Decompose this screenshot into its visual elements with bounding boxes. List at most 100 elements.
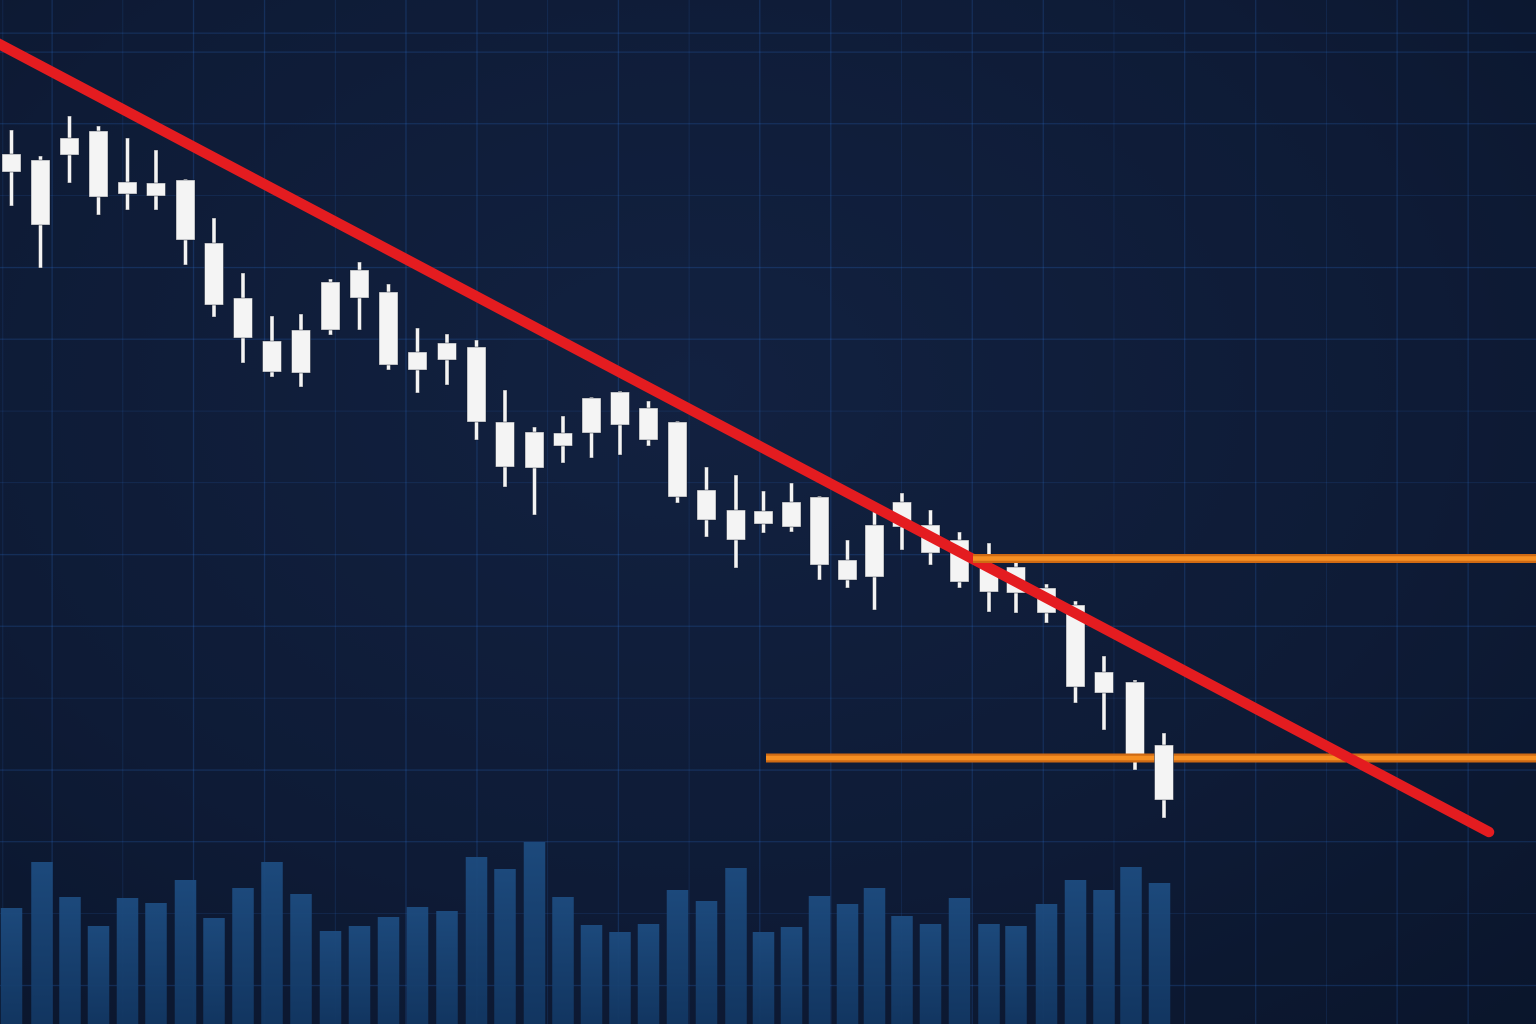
volume-bar [780, 927, 803, 1024]
candle-body [1125, 681, 1145, 758]
volume-bar [145, 903, 167, 1024]
candle-body [320, 281, 341, 331]
candlestick [407, 327, 428, 394]
candle-body [59, 137, 80, 156]
breakdown-candle [1154, 732, 1174, 819]
volume-bar [232, 888, 254, 1024]
volume-bar [863, 888, 886, 1024]
volume-bars [0, 842, 1171, 1024]
candle-body [726, 509, 746, 541]
candlestick [524, 426, 545, 516]
candlestick [753, 490, 774, 534]
candle-body [378, 291, 399, 366]
candle-body [1094, 671, 1114, 694]
volume-bar [836, 904, 859, 1024]
candlestick [495, 389, 515, 488]
candlestick [979, 542, 999, 613]
volume-bar [436, 911, 458, 1024]
candlestick [1065, 600, 1086, 704]
volume-bar [1120, 867, 1142, 1024]
candlestick [1154, 732, 1174, 819]
volume-bar [752, 932, 775, 1024]
candlestick [437, 333, 457, 386]
candlestick [781, 482, 802, 533]
candlestick [117, 137, 138, 211]
volume-bar [406, 907, 429, 1024]
candle-body [466, 346, 487, 423]
candlestick [466, 339, 487, 441]
candlestick [667, 420, 688, 504]
candle-body [146, 182, 166, 197]
candlestick [233, 272, 253, 364]
candlestick [88, 125, 109, 216]
candle-body [581, 397, 602, 434]
volume-bar [666, 890, 689, 1024]
volume-bar [1093, 890, 1115, 1024]
volume-bar [1064, 880, 1087, 1024]
volume-bar [978, 924, 1000, 1024]
candle-body [117, 181, 138, 195]
candlestick [837, 539, 858, 589]
candle-body [696, 489, 717, 521]
candlestick [1125, 679, 1145, 771]
candle-wick [125, 137, 130, 211]
candle-wick [153, 149, 159, 211]
volume-bar [59, 897, 81, 1024]
candle-body [291, 329, 311, 374]
volume-bar [203, 918, 225, 1024]
volume-bar [116, 898, 139, 1024]
candlestick [378, 283, 399, 371]
candlestick [610, 390, 630, 456]
volume-bar [0, 908, 23, 1024]
candle-body [809, 496, 830, 566]
candlestick [553, 415, 573, 464]
candlestick [1094, 655, 1114, 731]
volume-bar [725, 868, 747, 1024]
candlestick [638, 400, 659, 447]
volume-bar [695, 901, 718, 1024]
candlesticks [1, 115, 1145, 771]
candlestick [696, 466, 717, 538]
candle-body [1065, 604, 1086, 688]
candle-body [864, 524, 885, 578]
volume-bar [637, 924, 660, 1024]
downtrend-resistance-trendline [0, 38, 1495, 838]
candle-body [30, 159, 51, 226]
volume-bar [891, 916, 913, 1024]
volume-bar [1148, 883, 1171, 1024]
volume-bar [319, 931, 342, 1024]
volume-bar [580, 925, 603, 1024]
volume-bar [523, 842, 546, 1024]
candle-body [553, 432, 573, 447]
candle-body [524, 431, 545, 469]
volume-bar [31, 862, 53, 1024]
candle-body [1154, 744, 1174, 801]
candle-body [262, 340, 282, 373]
candlestick [30, 155, 51, 269]
volume-bar [919, 924, 942, 1024]
candle-wick [532, 426, 537, 516]
volume-bar [948, 898, 971, 1024]
candlestick [320, 278, 341, 336]
volume-bar [552, 897, 574, 1024]
volume-bar [290, 894, 312, 1024]
volume-bar [609, 932, 631, 1024]
candlestick [809, 495, 830, 581]
volume-bar [808, 896, 831, 1024]
candle-body [610, 391, 630, 426]
candlestick [175, 178, 196, 266]
candle-body [204, 242, 224, 306]
volume-bar [465, 857, 488, 1024]
candle-body [1, 153, 22, 173]
candlestick [864, 511, 885, 611]
candle-body [407, 351, 428, 371]
candlestick [59, 115, 80, 184]
candle-body [753, 510, 774, 525]
candlestick [726, 474, 746, 569]
candle-body [233, 297, 253, 339]
volume-bar [1035, 904, 1058, 1024]
volume-bar [174, 880, 197, 1024]
candlestick [1, 129, 22, 207]
